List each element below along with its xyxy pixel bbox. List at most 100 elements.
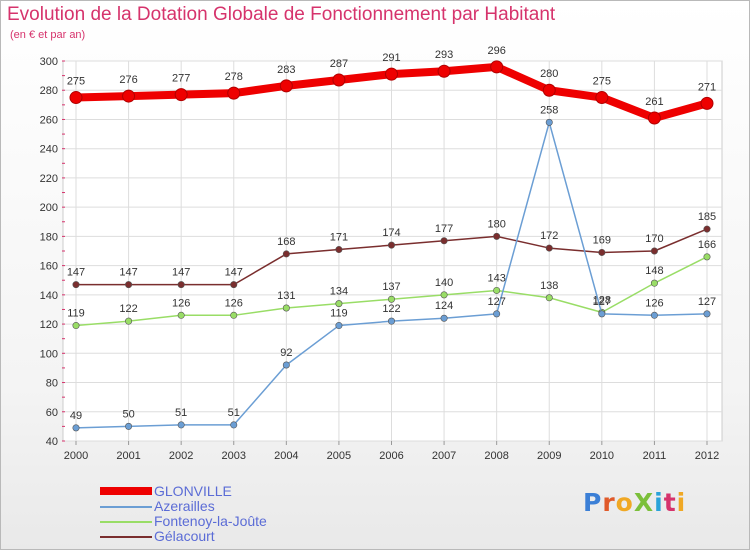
logo-letter: i: [654, 488, 664, 517]
y-tick-label: 40: [46, 436, 58, 448]
data-label: 124: [435, 300, 453, 312]
data-point: [542, 83, 556, 97]
data-point: [335, 300, 343, 308]
data-point: [440, 291, 448, 299]
chart-title: Evolution de la Dotation Globale de Fonc…: [7, 4, 556, 25]
proxiti-logo: ProXiti: [583, 488, 686, 517]
logo-letter: P: [583, 488, 603, 517]
legend-label: Gélacourt: [154, 528, 215, 544]
data-point: [650, 279, 658, 287]
data-label: 127: [698, 296, 716, 308]
data-point: [493, 310, 501, 318]
data-point: [177, 281, 185, 289]
legend-swatch: [100, 536, 152, 538]
y-tick-label: 140: [40, 290, 58, 302]
data-label: 271: [698, 81, 716, 93]
logo-letter: r: [602, 488, 616, 517]
data-label: 138: [540, 280, 558, 292]
data-point: [437, 64, 451, 78]
data-label: 278: [225, 71, 243, 83]
data-point: [493, 232, 501, 240]
data-label: 127: [487, 296, 505, 308]
data-label: 51: [175, 407, 187, 419]
data-point: [335, 246, 343, 254]
legend-swatch: [100, 521, 152, 523]
y-tick-label: 240: [40, 144, 58, 156]
data-label: 180: [487, 218, 505, 230]
data-label: 122: [382, 303, 400, 315]
y-tick-label: 160: [40, 261, 58, 273]
logo-letter: i: [676, 488, 687, 517]
data-label: 280: [540, 68, 558, 80]
data-label: 185: [698, 211, 716, 223]
data-point: [598, 248, 606, 256]
legend-label: Fontenoy-la-Joûte: [154, 513, 267, 529]
data-point: [335, 322, 343, 330]
data-label: 131: [277, 290, 295, 302]
data-label: 174: [382, 227, 400, 239]
x-tick-label: 2005: [327, 450, 351, 462]
data-point: [703, 310, 711, 318]
data-point: [700, 96, 714, 110]
data-point: [385, 67, 398, 81]
data-point: [125, 422, 133, 430]
data-point: [598, 310, 606, 318]
data-label: 171: [330, 232, 348, 244]
data-label: 147: [119, 267, 137, 279]
data-point: [703, 225, 711, 233]
data-point: [279, 79, 293, 93]
data-point: [177, 311, 185, 319]
legend-label: Azerailles: [154, 498, 215, 514]
data-label: 134: [330, 286, 348, 298]
data-label: 172: [540, 230, 558, 242]
data-point: [230, 421, 238, 429]
y-tick-label: 180: [40, 231, 58, 243]
data-label: 126: [645, 297, 663, 309]
legend-swatch: [100, 487, 152, 495]
chart-subtitle: (en € et par an): [10, 29, 86, 41]
data-point: [650, 247, 658, 255]
data-label: 275: [67, 76, 85, 88]
data-point: [227, 86, 241, 100]
x-tick-label: 2010: [590, 450, 614, 462]
data-point: [230, 281, 238, 289]
data-label: 119: [330, 308, 348, 320]
data-label: 147: [67, 267, 85, 279]
y-tick-label: 100: [40, 348, 58, 360]
data-label: 293: [435, 49, 453, 61]
legend-label: GLONVILLE: [154, 483, 232, 499]
data-label: 140: [435, 277, 453, 289]
data-point: [282, 250, 290, 258]
x-tick-label: 2003: [222, 450, 246, 462]
data-point: [490, 60, 504, 74]
data-label: 126: [225, 297, 243, 309]
x-tick-label: 2012: [695, 450, 719, 462]
x-tick-label: 2007: [432, 450, 456, 462]
data-label: 50: [122, 408, 134, 420]
data-label: 122: [119, 303, 137, 315]
data-label: 147: [172, 267, 190, 279]
data-label: 170: [645, 233, 663, 245]
x-tick-label: 2002: [169, 450, 193, 462]
data-label: 49: [70, 410, 82, 422]
data-label: 147: [225, 267, 243, 279]
x-tick-label: 2008: [484, 450, 508, 462]
data-label: 51: [228, 407, 240, 419]
y-tick-label: 60: [46, 407, 58, 419]
data-label: 169: [593, 234, 611, 246]
data-label: 119: [67, 308, 85, 320]
y-tick-label: 220: [40, 173, 58, 185]
data-point: [72, 281, 80, 289]
data-point: [282, 304, 290, 312]
y-tick-label: 80: [46, 378, 58, 390]
data-label: 283: [277, 64, 295, 76]
data-point: [282, 361, 290, 369]
data-point: [387, 295, 395, 303]
data-label: 291: [382, 52, 400, 64]
data-point: [332, 73, 346, 87]
data-point: [122, 89, 136, 103]
y-tick-label: 300: [40, 56, 58, 68]
data-point: [125, 317, 133, 325]
data-label: 287: [330, 58, 348, 70]
data-point: [387, 317, 395, 325]
